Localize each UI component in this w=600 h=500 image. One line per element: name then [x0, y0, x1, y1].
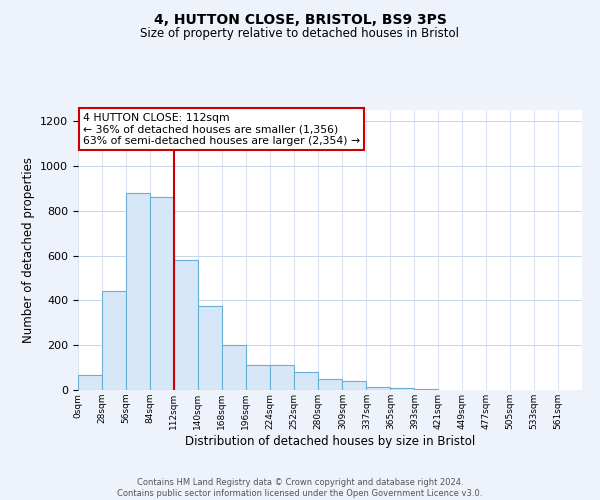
Bar [293, 372, 317, 390]
Bar [391, 388, 414, 390]
Bar [269, 366, 293, 390]
Bar [126, 193, 150, 390]
Bar [317, 379, 341, 390]
Bar [174, 260, 198, 390]
Bar [414, 389, 438, 390]
Y-axis label: Number of detached properties: Number of detached properties [22, 157, 35, 343]
Bar [222, 345, 246, 390]
Text: Contains HM Land Registry data © Crown copyright and database right 2024.
Contai: Contains HM Land Registry data © Crown c… [118, 478, 482, 498]
Text: Size of property relative to detached houses in Bristol: Size of property relative to detached ho… [140, 28, 460, 40]
Text: 4, HUTTON CLOSE, BRISTOL, BS9 3PS: 4, HUTTON CLOSE, BRISTOL, BS9 3PS [154, 12, 446, 26]
Bar [150, 198, 174, 390]
Text: 4 HUTTON CLOSE: 112sqm
← 36% of detached houses are smaller (1,356)
63% of semi-: 4 HUTTON CLOSE: 112sqm ← 36% of detached… [83, 113, 360, 146]
X-axis label: Distribution of detached houses by size in Bristol: Distribution of detached houses by size … [185, 434, 475, 448]
Bar [102, 292, 126, 390]
Bar [246, 366, 269, 390]
Bar [78, 376, 102, 390]
Bar [367, 386, 391, 390]
Bar [198, 306, 222, 390]
Bar [343, 381, 367, 390]
